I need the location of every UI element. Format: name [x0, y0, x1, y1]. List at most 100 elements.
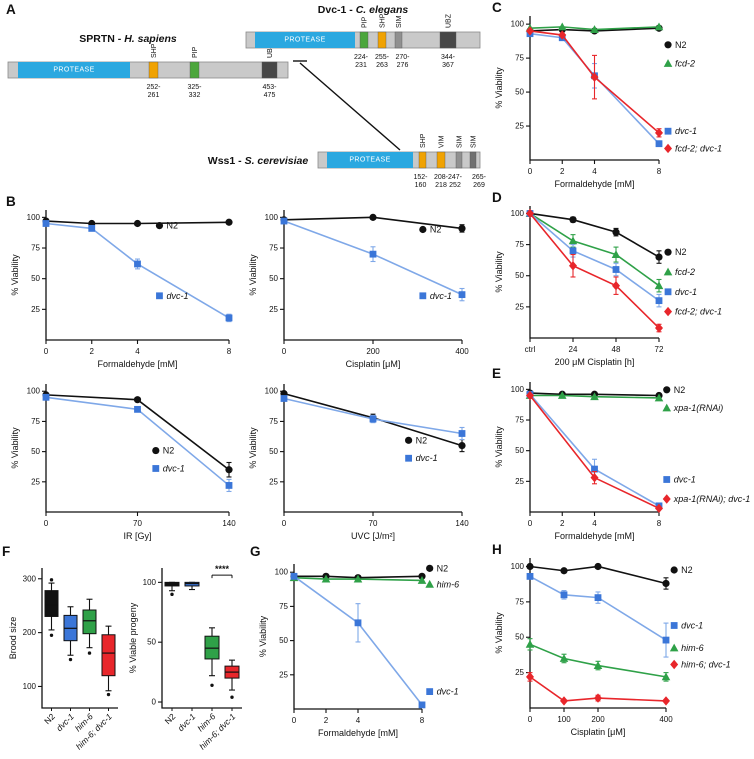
- axes: 25 50 75 100 0 2 4 8 Formaldehyde [mM] % Viabilit…: [494, 382, 662, 541]
- svg-text:Cisplatin [μM]: Cisplatin [μM]: [346, 359, 401, 369]
- svg-text:SHP: SHP: [380, 13, 387, 28]
- svg-text:276: 276: [397, 62, 409, 69]
- box-him-6: him-6: [195, 627, 220, 733]
- svg-text:252-: 252-: [146, 84, 161, 91]
- svg-text:% Viability: % Viability: [10, 427, 20, 469]
- svg-text:dvc-1: dvc-1: [416, 453, 438, 463]
- svg-text:0: 0: [528, 167, 533, 176]
- svg-text:SIM: SIM: [471, 135, 478, 148]
- significance-bracket: ****: [211, 564, 233, 579]
- box-n2: N2: [42, 578, 59, 726]
- svg-text:75: 75: [269, 244, 278, 253]
- svg-text:100: 100: [557, 715, 571, 724]
- panel-a-domain-diagrams: SPRTN - H. sapiens PROTEASE SHP 252- 261 PIP 3…: [0, 0, 492, 198]
- svg-text:50: 50: [269, 274, 278, 283]
- svg-text:4: 4: [592, 167, 597, 176]
- svg-text:N2: N2: [675, 247, 687, 257]
- svg-text:25: 25: [515, 668, 524, 677]
- svg-text:dvc-1: dvc-1: [54, 711, 76, 733]
- svg-text:xpa-1(RNAi): xpa-1(RNAi): [673, 403, 724, 413]
- svg-text:300: 300: [23, 574, 37, 583]
- svg-text:100: 100: [265, 387, 279, 396]
- chart-svg-H: 25 50 75 100 0 100 200 400 Cisplatin [μM] % Viabi…: [494, 558, 731, 737]
- svg-text:SHP: SHP: [420, 133, 427, 148]
- series-n2: N2: [42, 217, 233, 231]
- series-n2: N2: [42, 391, 233, 478]
- svg-text:100: 100: [27, 213, 41, 222]
- svg-text:xpa-1(RNAi); dvc-1: xpa-1(RNAi); dvc-1: [673, 494, 751, 504]
- axes: 25 50 75 100 0 100 200 400 Cisplatin [μM] % Viabi…: [494, 558, 673, 737]
- svg-text:PROTEASE: PROTEASE: [349, 157, 390, 164]
- svg-text:N2: N2: [163, 711, 178, 726]
- svg-text:4: 4: [356, 716, 361, 725]
- chart-c-formaldehyde-fcd2: 25 50 75 100 0 2 4 8 Formaldehyde [mM] % Viabilit…: [492, 8, 754, 192]
- svg-text:UBZ: UBZ: [446, 13, 453, 28]
- svg-text:N2: N2: [675, 40, 687, 50]
- panel-label-b: B: [6, 194, 16, 209]
- homology-connector: [293, 60, 401, 151]
- svg-text:N2: N2: [42, 711, 57, 726]
- svg-text:224-: 224-: [354, 54, 369, 61]
- svg-text:fcd-2; dvc-1: fcd-2; dvc-1: [675, 307, 722, 317]
- chart-svg-D: 25 50 75 100 ctrl 24 48 72 200 μM Cisplatin [h]%…: [494, 206, 722, 367]
- svg-text:N2: N2: [437, 563, 449, 573]
- chart-svg-G: 25 50 75 100 0 2 4 8 Formaldehyde [mM] % Viabilit…: [258, 563, 459, 738]
- svg-text:dvc-1: dvc-1: [166, 291, 188, 301]
- svg-text:dvc-1: dvc-1: [674, 475, 696, 485]
- svg-text:SHP: SHP: [151, 43, 158, 58]
- svg-text:% Viable progeny: % Viable progeny: [128, 602, 138, 673]
- series-n2: N2: [526, 562, 693, 590]
- svg-text:0: 0: [282, 347, 287, 356]
- svg-text:100: 100: [143, 578, 157, 587]
- svg-text:100: 100: [511, 385, 525, 394]
- panel-label-h: H: [492, 542, 502, 557]
- svg-text:ctrl: ctrl: [525, 345, 536, 354]
- svg-text:4: 4: [592, 519, 597, 528]
- chart-svg-B3: 25 50 75 100 0 70 140 IR [Gy] % Viability N2 dvc-1: [10, 384, 236, 541]
- svg-text:SPRTN - H. sapiens: SPRTN - H. sapiens: [79, 33, 177, 45]
- chart-b-cisplatin: 25 50 75 100 0 200 400 Cisplatin [μM] % Viabilit…: [246, 202, 476, 372]
- svg-text:****: ****: [215, 564, 230, 574]
- svg-text:him-6; dvc-1: him-6; dvc-1: [681, 660, 731, 670]
- svg-text:400: 400: [455, 347, 469, 356]
- series-xpa-1-rnai-dvc-1: xpa-1(RNAi); dvc-1: [526, 390, 751, 514]
- svg-text:Cisplatin [μM]: Cisplatin [μM]: [571, 727, 626, 737]
- series-dvc-1: dvc-1: [526, 572, 703, 658]
- series-n2: N2: [280, 213, 466, 235]
- svg-text:2: 2: [560, 167, 565, 176]
- svg-text:247-: 247-: [448, 174, 463, 181]
- svg-text:255-: 255-: [375, 54, 390, 61]
- svg-text:218: 218: [435, 182, 447, 189]
- svg-text:dvc-1: dvc-1: [675, 287, 697, 297]
- panel-label-a: A: [6, 2, 16, 17]
- svg-text:75: 75: [515, 597, 524, 606]
- svg-text:208-: 208-: [434, 174, 449, 181]
- chart-b-uvc: 25 50 75 100 0 70 140 UVC [J/m²] % Viability N2 dv…: [246, 376, 476, 544]
- svg-text:Dvc-1 - C. elegans: Dvc-1 - C. elegans: [318, 4, 409, 16]
- svg-text:0: 0: [292, 716, 297, 725]
- svg-text:Wss1 - S. cerevisiae: Wss1 - S. cerevisiae: [208, 155, 309, 167]
- svg-text:475: 475: [264, 92, 276, 99]
- axes: 25 50 75 100 0 2 4 8 Formaldehyde [mM] % Viabilit…: [494, 16, 662, 189]
- svg-text:Formaldehyde [mM]: Formaldehyde [mM]: [97, 359, 177, 369]
- svg-text:8: 8: [657, 519, 662, 528]
- svg-text:24: 24: [569, 345, 578, 354]
- svg-text:270-: 270-: [395, 54, 410, 61]
- svg-text:0: 0: [44, 347, 49, 356]
- svg-text:200: 200: [366, 347, 380, 356]
- svg-text:48: 48: [612, 345, 621, 354]
- chart-f-viable-progeny: 0 50 100 % Viable progeny N2 dvc-1 him-6 him-6;…: [126, 558, 248, 756]
- svg-text:PIP: PIP: [192, 46, 199, 58]
- chart-svg-B2: 25 50 75 100 0 200 400 Cisplatin [μM] % Viabilit…: [248, 210, 469, 369]
- axes: 25 50 75 100 0 70 140 UVC [J/m²] % Viability: [248, 384, 469, 541]
- chart-svg-F2: 0 50 100 % Viable progeny N2dvc-1him-6him-6;…: [128, 564, 242, 751]
- chart-g-formaldehyde-him6: 25 50 75 100 0 2 4 8 Formaldehyde [mM] % Viabilit…: [256, 556, 484, 741]
- protein-sprtn: SPRTN - H. sapiens PROTEASE SHP 252-261 PIP 3…: [7, 33, 289, 99]
- svg-text:50: 50: [31, 447, 40, 456]
- svg-text:N2: N2: [430, 225, 442, 235]
- svg-text:332: 332: [189, 92, 201, 99]
- svg-text:400: 400: [659, 715, 673, 724]
- svg-text:4: 4: [135, 347, 140, 356]
- svg-text:fcd-2; dvc-1: fcd-2; dvc-1: [675, 143, 722, 153]
